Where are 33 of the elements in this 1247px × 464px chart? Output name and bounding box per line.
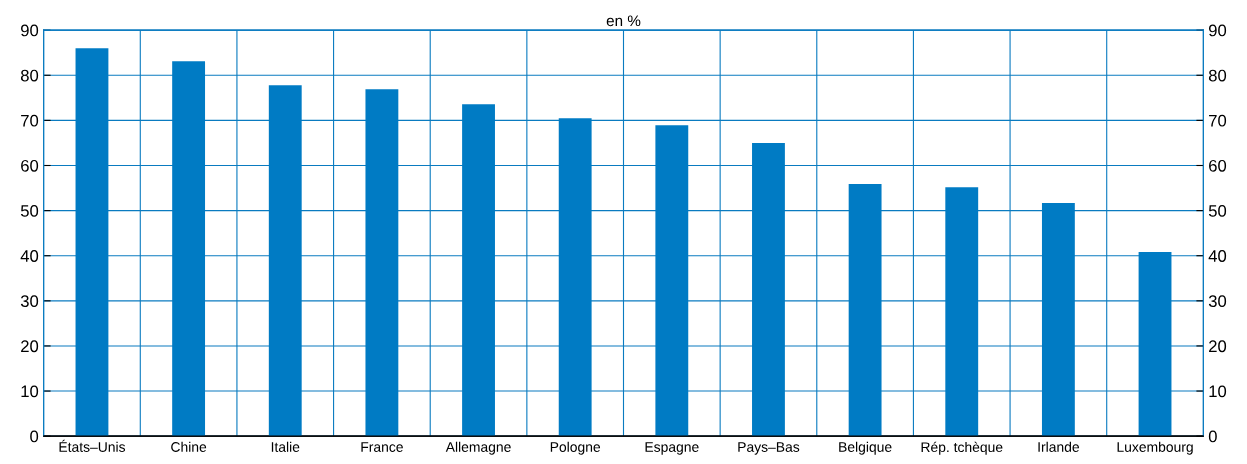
y2-tick-label: 40	[1208, 250, 1227, 262]
y-tick-label: 20	[21, 340, 39, 353]
x-tick-label: Chine	[171, 441, 207, 452]
x-tick-label: Espagne	[645, 442, 699, 455]
x-tick-label: Luxembourg	[1117, 441, 1193, 455]
y2-tick-label: 80	[1208, 69, 1227, 82]
y2-tick-label: 20	[1209, 340, 1227, 353]
y2-tick-label: 90	[1209, 24, 1227, 37]
y2-tick-label: 50	[1208, 205, 1227, 217]
y2-tick-label: 30	[1208, 295, 1227, 308]
y2-tick-label: 0	[1208, 430, 1217, 443]
y-tick-label: 50	[20, 205, 39, 217]
y-tick-label: 80	[20, 69, 39, 82]
y2-tick-label: 10	[1209, 385, 1227, 398]
x-tick-label: Italie	[271, 441, 300, 452]
x-tick-label: Pays–Bas	[738, 442, 800, 455]
x-tick-label: Rép. tchèque	[921, 441, 1003, 455]
y2-tick-label: 60	[1209, 159, 1227, 172]
x-tick-label: Pologne	[550, 441, 601, 455]
y-tick-label: 60	[21, 159, 39, 172]
x-tick-label: Irlande	[1038, 441, 1080, 452]
x-tick-label: États–Unis	[59, 439, 126, 452]
x-tick-label: Allemagne	[445, 441, 511, 455]
y-tick-label: 90	[21, 24, 39, 37]
y-tick-label: 30	[20, 295, 39, 308]
y-tick-label: 10	[21, 385, 39, 398]
y-tick-label: 0	[30, 430, 39, 443]
chart-title: en %	[606, 15, 641, 27]
y2-tick-label: 70	[1209, 114, 1227, 127]
y-tick-label: 40	[20, 250, 39, 262]
x-tick-label: Belgique	[839, 441, 892, 455]
y-tick-label: 70	[21, 114, 39, 127]
x-tick-label: France	[361, 442, 403, 452]
